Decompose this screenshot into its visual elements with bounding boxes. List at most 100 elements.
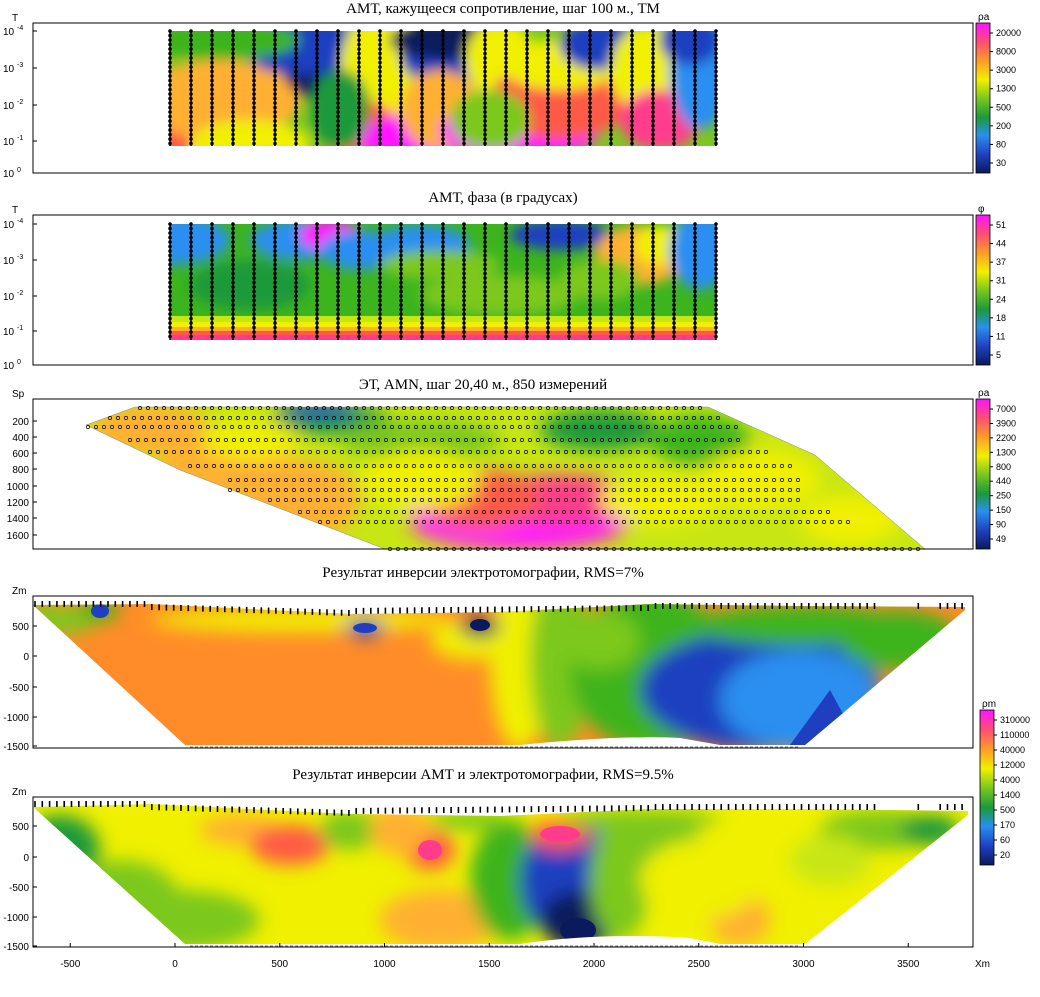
p5-field <box>33 804 968 944</box>
panel-title: Результат инверсии АМТ и электротомограф… <box>292 767 674 783</box>
colorbar-tick-label: 80 <box>996 139 1006 149</box>
colorbar-tick-label: 200 <box>996 121 1011 131</box>
colorbar-p2: 51 44 37 31 24 18 11 5 φ <box>975 204 1006 366</box>
y-tick-label: 10 <box>3 169 15 180</box>
colorbar-label: ρa <box>978 12 990 23</box>
y-tick-label: 10 <box>3 101 15 112</box>
y-tick-label: 10 <box>3 256 15 267</box>
panel-title: АМТ, фаза (в градусах) <box>428 190 577 206</box>
colorbar-p3: 7000 3900 2200 1300 800 440 250 150 90 49 ρa <box>975 388 1016 550</box>
colorbar-tick-label: 250 <box>996 491 1011 501</box>
y-tick-label: -1000 <box>3 913 29 924</box>
y-axis-label: T <box>12 13 18 24</box>
panel-p2: АМТ, фаза (в градусах) T <box>12 190 578 216</box>
colorbar-tick-label: 500 <box>996 102 1011 112</box>
y-tick-label: 500 <box>12 622 29 633</box>
p2-soundings <box>168 222 718 340</box>
colorbar-label: ρm <box>982 699 996 710</box>
colorbar-tick-label: 40000 <box>1000 745 1025 755</box>
colorbar-tick-label: 170 <box>1000 820 1015 830</box>
y-tick-exponent: -4 <box>17 25 23 32</box>
y-axis-label: Sp <box>12 389 25 400</box>
colorbar-tick-label: 31 <box>996 276 1006 286</box>
y-tick-label: -500 <box>9 683 29 694</box>
y-tick-label: 10 <box>3 220 15 231</box>
colorbar-tick-label: 310000 <box>1000 715 1030 725</box>
colorbar-tick-label: 60 <box>1000 835 1010 845</box>
colorbar-tick-label: 11 <box>996 331 1005 341</box>
y-tick-label: 10 <box>3 292 15 303</box>
y-tick-label: 1000 <box>7 482 30 493</box>
x-tick-label: 0 <box>172 959 178 970</box>
y-tick-label: 1600 <box>7 531 30 542</box>
y-tick-label: 600 <box>12 449 29 460</box>
colorbar-label: ρa <box>978 388 990 399</box>
y-tick-label: 10 <box>3 327 15 338</box>
y-axis-label: Zm <box>12 586 26 597</box>
y-tick-label: 10 <box>3 137 15 148</box>
panel-p1: АМТ, кажущееся сопротивление, шаг 100 м.… <box>12 1 660 24</box>
panel-frame-1 <box>32 22 974 174</box>
x-tick-label: 1000 <box>373 959 396 970</box>
colorbar-tick-label: 37 <box>996 257 1006 267</box>
colorbar-ramp <box>975 22 991 174</box>
y-tick-exponent: 0 <box>17 167 21 174</box>
x-tick-label: -500 <box>60 959 80 970</box>
colorbar-tick-label: 20 <box>1000 850 1010 860</box>
y-tick-label: 200 <box>12 417 29 428</box>
colorbar-tick-label: 440 <box>996 476 1011 486</box>
panel-frame-2 <box>32 214 974 366</box>
colorbar-tick-label: 110000 <box>1000 730 1029 740</box>
x-tick-label: 3500 <box>897 959 920 970</box>
panel-title: АМТ, кажущееся сопротивление, шаг 100 м.… <box>346 1 660 17</box>
p1-soundings <box>168 29 718 146</box>
y-tick-label: -500 <box>9 883 29 894</box>
colorbar-tick-label: 2200 <box>996 433 1016 443</box>
colorbar-tick-label: 5 <box>996 350 1001 360</box>
panel-title: Результат инверсии электротомографии, RM… <box>322 565 643 581</box>
p4-field <box>33 604 965 745</box>
y-tick-label: 400 <box>12 433 29 444</box>
p3-points <box>86 406 920 551</box>
y-tick-exponent: -4 <box>17 218 23 225</box>
colorbar-tick-label: 44 <box>996 239 1006 249</box>
x-axis: -500 0 500 1000 1500 2000 2500 3000 3500 Xm <box>60 943 990 970</box>
y-tick-label: 10 <box>3 27 15 38</box>
y-axis-label: Zm <box>12 787 26 798</box>
panel-p4: Результат инверсии электротомографии, RM… <box>12 565 644 597</box>
x-tick-label: 3000 <box>792 959 815 970</box>
y-tick-label: -1500 <box>3 742 29 753</box>
colorbar-ramp <box>979 709 995 866</box>
colorbar-tick-label: 800 <box>996 462 1011 472</box>
y-tick-exponent: -2 <box>17 290 23 297</box>
y-tick-label: -1500 <box>3 942 29 953</box>
colorbar-p5: 310000 110000 40000 12000 4000 1400 500 170 60 20… <box>979 699 1030 866</box>
panel-p3: ЭТ, AMN, шаг 20,40 м., 850 измерений Sp <box>12 377 607 400</box>
colorbar-ramp <box>975 214 991 366</box>
colorbar-tick-label: 30 <box>996 158 1006 168</box>
colorbar-tick-label: 49 <box>996 534 1006 544</box>
colorbar-tick-label: 7000 <box>996 404 1016 414</box>
p4-electrodes <box>34 601 963 616</box>
colorbar-tick-label: 500 <box>1000 805 1015 815</box>
y-tick-label: 10 <box>3 361 15 372</box>
y-tick-label: 1400 <box>7 514 30 525</box>
colorbar-tick-label: 20000 <box>996 28 1021 38</box>
p5-electrodes <box>34 801 963 816</box>
panel-frame-4 <box>32 595 974 749</box>
y-tick-exponent: -3 <box>17 62 23 69</box>
colorbar-tick-label: 24 <box>996 294 1006 304</box>
p2-field <box>170 224 716 340</box>
panel-p5: Результат инверсии АМТ и электротомограф… <box>12 767 674 798</box>
colorbar-tick-label: 150 <box>996 505 1011 515</box>
p3-field <box>86 407 925 549</box>
colorbar-tick-label: 18 <box>996 313 1006 323</box>
y-tick-exponent: -1 <box>17 135 23 142</box>
y-tick-label: 800 <box>12 465 29 476</box>
x-tick-label: 2500 <box>688 959 711 970</box>
panel-frame-3 <box>32 398 974 550</box>
colorbar-tick-label: 4000 <box>1000 775 1020 785</box>
